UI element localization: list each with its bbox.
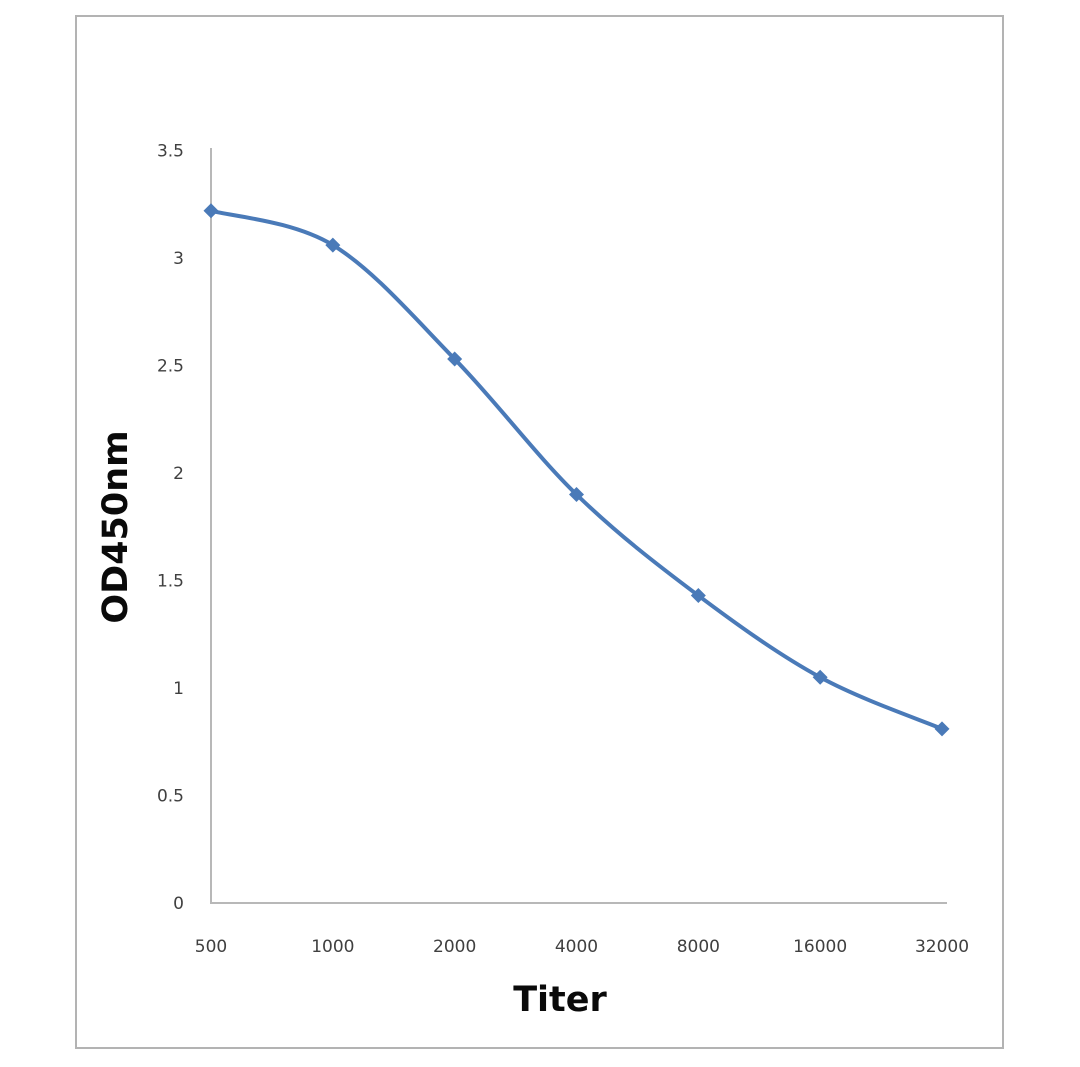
x-tick-label: 16000 xyxy=(793,937,847,957)
x-tick-label: 4000 xyxy=(555,937,598,957)
diamond-marker-icon xyxy=(934,721,950,737)
diamond-marker-icon xyxy=(690,588,706,604)
x-tick-label: 1000 xyxy=(311,937,354,957)
diamond-marker-icon xyxy=(203,203,219,219)
y-tick-label: 2 xyxy=(173,464,184,484)
series-line xyxy=(209,208,944,731)
x-axis-tick-labels: 500 1000 2000 4000 8000 16000 32000 xyxy=(195,937,969,957)
x-tick-label: 32000 xyxy=(915,937,969,957)
diamond-marker-icon xyxy=(812,669,828,685)
y-tick-label: 3 xyxy=(173,249,184,269)
chart-frame xyxy=(75,15,1004,1049)
y-tick-label: 1.5 xyxy=(157,572,184,592)
x-tick-label: 8000 xyxy=(677,937,720,957)
y-tick-label: 1 xyxy=(173,679,184,699)
y-tick-label: 3.5 xyxy=(157,142,184,162)
y-tick-label: 0.5 xyxy=(157,787,184,807)
x-axis-title: Titer xyxy=(513,980,607,1020)
x-tick-label: 2000 xyxy=(433,937,476,957)
diamond-marker-icon xyxy=(569,487,584,502)
y-axis-tick-labels: 0 0.5 1 1.5 2 2.5 3 3.5 xyxy=(157,142,184,915)
x-tick-label: 500 xyxy=(195,937,227,957)
diamond-marker-icon xyxy=(447,351,463,367)
y-tick-label: 2.5 xyxy=(157,357,184,377)
y-tick-label: 0 xyxy=(173,894,184,914)
data-point-markers xyxy=(203,203,950,737)
diamond-marker-icon xyxy=(325,237,341,253)
y-axis-title: OD450nm xyxy=(96,430,136,623)
